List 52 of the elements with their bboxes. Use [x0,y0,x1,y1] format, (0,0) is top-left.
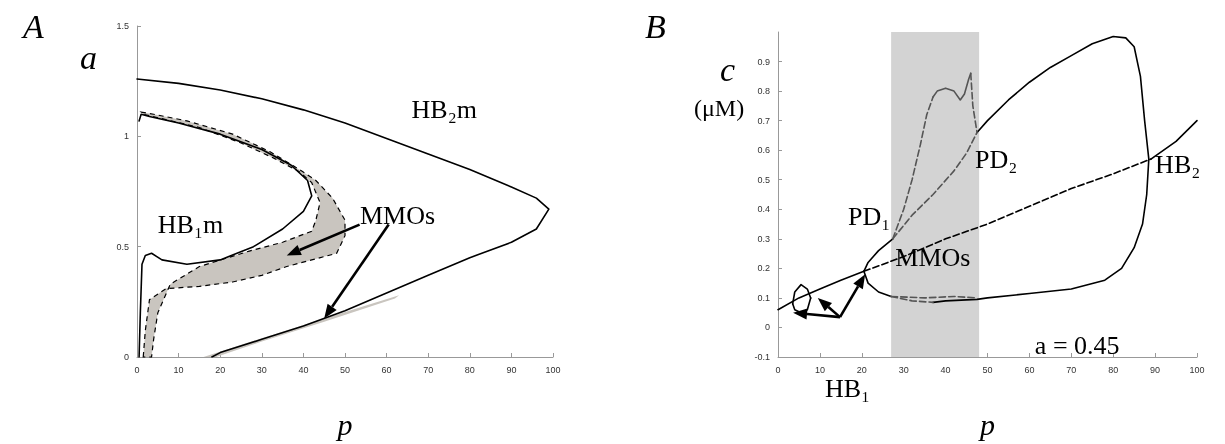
x-axis-title: p [335,407,353,441]
y-tick-label: 0.4 [757,204,770,215]
x-tick-label: 70 [423,364,434,375]
x-tick-label: 100 [1189,364,1205,375]
x-tick-label: 50 [339,364,351,375]
text: HB₁ [824,373,871,403]
y-tick-label: -0.1 [754,352,770,362]
chart-title: A [21,7,44,45]
x-tick-label: 90 [1150,364,1161,375]
x-tick-label: 20 [856,364,867,375]
annotation: MMOs [359,201,436,231]
x-axis-title: p [978,407,995,441]
chart-title: B [645,7,666,45]
y-tick-label: 0 [123,352,129,362]
x-tick-label: 80 [464,364,475,375]
x-tick-label: 30 [256,364,267,375]
x-tick-label: 70 [1066,364,1077,375]
y-tick-label: 0.5 [116,241,129,252]
x-tick-label: 20 [215,364,226,375]
annotation: a = 0.45 [1034,330,1120,360]
annotation: HB₂ [1155,150,1201,180]
x-tick-label: 60 [381,364,392,375]
y-tick-label: 1.5 [116,21,129,31]
y-tick-label: 0.6 [757,145,770,156]
y-axis-title: c (μM) [694,50,745,121]
annotation: MMOs [895,243,971,273]
x-tick-label: 30 [898,364,909,375]
y-tick-label: 0.1 [757,292,770,303]
y-tick-label: 0.7 [757,115,770,126]
x-tick-label: 40 [298,364,309,375]
x-tick-label: 90 [506,364,517,375]
y-tick-label: 0.3 [757,233,770,244]
x-tick-label: 40 [940,364,951,375]
y-tick-label: 1 [123,131,129,142]
y-tick-label: 0.8 [757,86,770,97]
x-tick-label: 0 [134,364,140,375]
y-tick-label: 0.5 [757,174,770,185]
y-tick-label: 0.9 [757,56,770,67]
x-tick-label: 0 [775,364,781,375]
y-tick-label: 0.2 [757,263,770,274]
x-tick-label: 10 [173,364,184,375]
x-tick-label: 100 [545,364,561,375]
annotation: HB₂m [411,95,477,125]
annotation: PD₁ [847,201,891,231]
y-tick-label: 0 [764,322,770,333]
x-tick-label: 60 [1024,364,1035,375]
x-tick-label: 50 [982,364,993,375]
annotation: PD₂ [974,144,1018,174]
y-axis-title: a [80,38,97,76]
x-tick-label: 10 [814,364,825,375]
annotation: HB₁m [157,210,224,240]
x-tick-label: 80 [1108,364,1119,375]
